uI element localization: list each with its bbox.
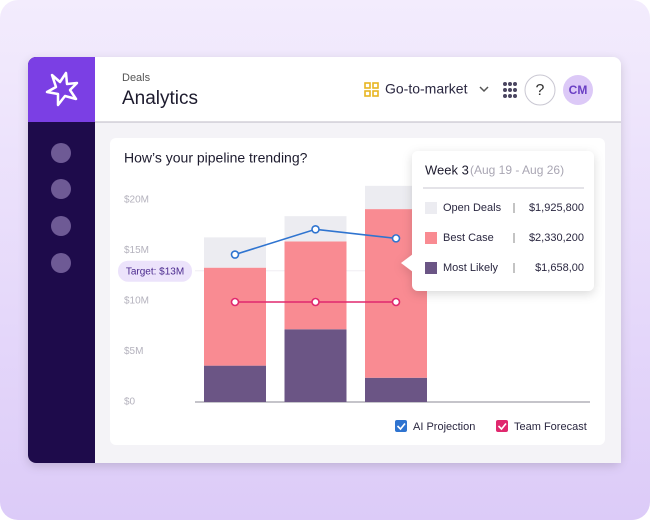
workspace-selector[interactable]: Go-to-market bbox=[385, 81, 468, 97]
line-point bbox=[391, 234, 401, 243]
help-label: ? bbox=[536, 82, 545, 99]
tooltip-title: Week 3 bbox=[425, 162, 469, 177]
dropdown-chevron[interactable] bbox=[479, 86, 489, 93]
target-label: Target: $13M bbox=[126, 266, 184, 277]
line-point bbox=[230, 250, 240, 259]
nav-item[interactable] bbox=[51, 143, 71, 163]
tooltip-pointer bbox=[401, 254, 413, 272]
tooltip-row-value: $1,925,800 bbox=[529, 202, 584, 214]
y-tick-label: $0 bbox=[124, 397, 136, 408]
target-pill bbox=[118, 260, 192, 282]
legend-check bbox=[396, 422, 406, 431]
line-point bbox=[391, 297, 401, 307]
tooltip-row-value: $1,658,00 bbox=[535, 262, 584, 274]
legend-label: Team Forecast bbox=[514, 421, 587, 433]
tooltip-row-label: Most Likely bbox=[443, 262, 499, 274]
nav-item[interactable] bbox=[51, 216, 71, 236]
avatar-initials: CM bbox=[569, 83, 588, 97]
chart-title: How’s your pipeline trending? bbox=[124, 150, 308, 166]
apps-icon[interactable] bbox=[503, 82, 517, 98]
line-point bbox=[311, 297, 320, 307]
bar-segment bbox=[365, 377, 427, 402]
line-point bbox=[311, 224, 320, 234]
tooltip-row-label: Open Deals bbox=[443, 202, 502, 214]
tooltip-subtitle: (Aug 19 - Aug 26) bbox=[470, 163, 564, 177]
line-point bbox=[230, 297, 240, 307]
y-tick-label: $10M bbox=[124, 296, 149, 307]
tooltip-swatch bbox=[425, 262, 437, 274]
tooltip bbox=[401, 151, 594, 291]
tooltip-swatch bbox=[425, 202, 437, 214]
tooltip-box bbox=[412, 151, 594, 291]
bar-segment bbox=[284, 241, 347, 330]
avatar[interactable] bbox=[563, 75, 593, 105]
nav-item[interactable] bbox=[51, 253, 71, 273]
logo bbox=[45, 71, 79, 107]
tooltip-swatch bbox=[425, 232, 437, 244]
tooltip-row-label: Best Case bbox=[443, 232, 494, 244]
legend-checkbox[interactable] bbox=[395, 420, 407, 432]
workspace-icon bbox=[364, 82, 379, 97]
help-button[interactable] bbox=[524, 74, 556, 106]
y-tick-label: $20M bbox=[124, 195, 149, 206]
bar-segment bbox=[204, 365, 266, 402]
bar-segment bbox=[284, 329, 347, 402]
legend-check bbox=[497, 422, 507, 431]
legend-checkbox[interactable] bbox=[496, 420, 508, 432]
bar-segment bbox=[204, 267, 266, 366]
y-tick-label: $15M bbox=[124, 245, 149, 256]
legend-label: AI Projection bbox=[413, 421, 475, 433]
y-tick-label: $5M bbox=[124, 346, 143, 357]
tooltip-row-value: $2,330,200 bbox=[529, 232, 584, 244]
bar-segment bbox=[365, 185, 427, 210]
logo-area bbox=[28, 57, 95, 122]
breadcrumb: Deals bbox=[122, 72, 151, 84]
page-title: Analytics bbox=[122, 88, 198, 109]
nav-item[interactable] bbox=[51, 179, 71, 199]
